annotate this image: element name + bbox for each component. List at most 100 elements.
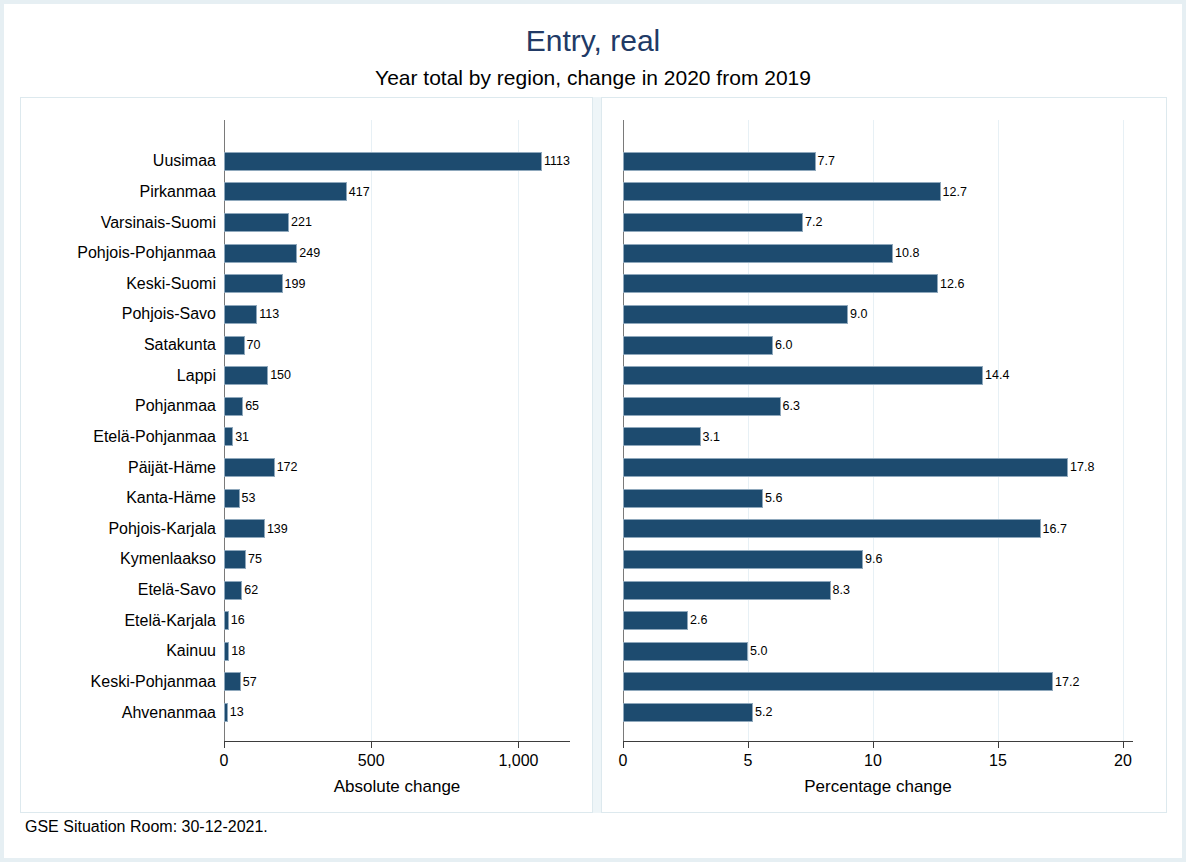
bar-row: 172 (224, 452, 570, 483)
region-label: Päijät-Häme (21, 452, 216, 483)
region-label: Pohjois-Karjala (21, 514, 216, 545)
bar-value-label: 7.7 (818, 155, 835, 168)
x-axis-tick (1123, 742, 1124, 748)
bar-value-label: 5.2 (755, 706, 772, 719)
bar (623, 305, 848, 324)
bar-value-label: 417 (349, 186, 370, 199)
bar (224, 305, 257, 324)
bar (224, 152, 542, 171)
bar-row: 139 (224, 514, 570, 545)
region-label: Pirkanmaa (21, 177, 216, 208)
bar-row: 16 (224, 605, 570, 636)
bar-value-label: 70 (247, 339, 261, 352)
bar-value-label: 12.7 (943, 186, 967, 199)
bar (224, 581, 242, 600)
bar (623, 152, 816, 171)
bar-value-label: 10.8 (895, 247, 919, 260)
bar (224, 274, 283, 293)
bar-value-label: 17.2 (1055, 676, 1079, 689)
bar-value-label: 150 (270, 369, 291, 382)
bar-row: 113 (224, 299, 570, 330)
bar-row: 6.0 (623, 330, 1133, 361)
bar-value-label: 17.8 (1070, 461, 1094, 474)
region-label: Etelä-Savo (21, 575, 216, 606)
x-axis-percentage: 05101520 (623, 741, 1133, 742)
bar-row: 150 (224, 360, 570, 391)
bar-value-label: 9.0 (850, 308, 867, 321)
bar (623, 427, 701, 446)
x-axis-tick (224, 742, 225, 748)
x-axis-tick-label: 5 (744, 752, 753, 770)
x-axis-tick (748, 742, 749, 748)
x-axis-tick-label: 500 (358, 752, 385, 770)
bar (623, 213, 803, 232)
x-axis-title-absolute: Absolute change (224, 777, 570, 797)
bar-value-label: 199 (285, 278, 306, 291)
bar-value-label: 18 (231, 645, 245, 658)
bar-row: 3.1 (623, 422, 1133, 453)
bar-row: 6.3 (623, 391, 1133, 422)
bar-row: 7.7 (623, 146, 1133, 177)
bar-row: 5.6 (623, 483, 1133, 514)
x-axis-absolute: 05001,000 (224, 741, 570, 742)
bar-value-label: 16.7 (1043, 523, 1067, 536)
graph-window: Entry, real Year total by region, change… (0, 0, 1186, 862)
bar-row: 31 (224, 422, 570, 453)
bar (224, 703, 228, 722)
bar-row: 17.2 (623, 667, 1133, 698)
x-axis-tick (623, 742, 624, 748)
bar-value-label: 139 (267, 523, 288, 536)
bar (623, 244, 893, 263)
bar-row: 10.8 (623, 238, 1133, 269)
bar-row: 417 (224, 177, 570, 208)
panel-absolute-change: UusimaaPirkanmaaVarsinais-SuomiPohjois-P… (20, 97, 593, 813)
region-label: Uusimaa (21, 146, 216, 177)
bar-row: 9.0 (623, 299, 1133, 330)
bar (623, 458, 1068, 477)
region-label: Kanta-Häme (21, 483, 216, 514)
bar-value-label: 2.6 (690, 614, 707, 627)
bar-value-label: 1113 (544, 155, 570, 168)
bar-value-label: 221 (291, 216, 312, 229)
bar (623, 672, 1053, 691)
bar (623, 182, 941, 201)
bar-row: 62 (224, 575, 570, 606)
chart-subtitle: Year total by region, change in 2020 fro… (4, 66, 1182, 90)
bar-row: 5.2 (623, 697, 1133, 728)
bar-value-label: 6.0 (775, 339, 792, 352)
bar (623, 519, 1041, 538)
region-label: Kymenlaakso (21, 544, 216, 575)
bar-row: 16.7 (623, 514, 1133, 545)
region-label: Varsinais-Suomi (21, 207, 216, 238)
x-axis-tick-label: 20 (1114, 752, 1132, 770)
bar (623, 366, 983, 385)
bar-row: 17.8 (623, 452, 1133, 483)
bar (224, 611, 229, 630)
x-axis-tick (371, 742, 372, 748)
region-label: Pohjois-Savo (21, 299, 216, 330)
bar-value-label: 113 (259, 308, 279, 321)
bar (224, 213, 289, 232)
bar-value-label: 172 (277, 461, 298, 474)
region-label: Lappi (21, 360, 216, 391)
region-label-gutter: UusimaaPirkanmaaVarsinais-SuomiPohjois-P… (21, 146, 216, 728)
bar-value-label: 57 (243, 676, 257, 689)
region-label: Keski-Suomi (21, 269, 216, 300)
chart-title: Entry, real (4, 24, 1182, 58)
bar (224, 489, 240, 508)
bar (224, 244, 297, 263)
bar-value-label: 65 (245, 400, 259, 413)
bar (224, 519, 265, 538)
region-label: Pohjois-Pohjanmaa (21, 238, 216, 269)
x-axis-tick-label: 0 (220, 752, 229, 770)
bar-row: 9.6 (623, 544, 1133, 575)
bar-value-label: 75 (248, 553, 262, 566)
region-label: Satakunta (21, 330, 216, 361)
bar-row: 65 (224, 391, 570, 422)
bar-row: 7.2 (623, 207, 1133, 238)
bar-value-label: 8.3 (833, 584, 850, 597)
bar-row: 1113 (224, 146, 570, 177)
bar-value-label: 9.6 (865, 553, 882, 566)
panel-percentage-change: 7.712.77.210.812.69.06.014.46.33.117.85.… (601, 97, 1167, 813)
plot-area-absolute: 1113417221249199113701506531172531397562… (224, 120, 570, 741)
